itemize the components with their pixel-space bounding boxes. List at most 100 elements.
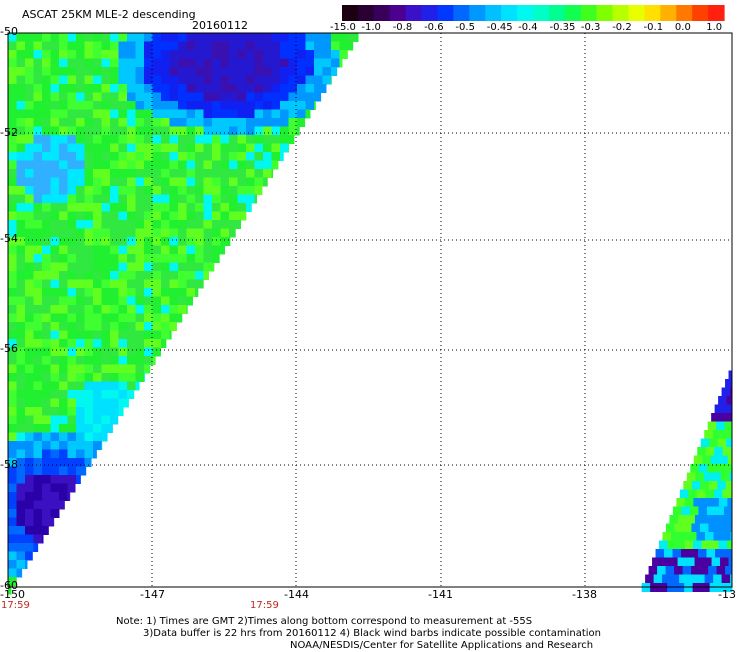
swath-cell: [135, 58, 145, 68]
swath-cell: [16, 356, 26, 365]
swath-cell: [152, 356, 156, 365]
swath-cell: [16, 126, 26, 136]
swath-cell: [33, 483, 43, 493]
swath-cell: [152, 67, 162, 76]
swath-cell: [33, 381, 43, 391]
swath-cell: [203, 75, 213, 85]
swath-cell: [50, 296, 60, 306]
swath-cell: [144, 271, 153, 280]
swath-cell: [254, 118, 264, 127]
swath-cell: [25, 424, 34, 433]
swath-cell: [25, 441, 34, 450]
swath-cell: [135, 347, 145, 357]
swath-cell: [25, 509, 34, 518]
swath-cell: [59, 67, 68, 76]
swath-cell: [33, 143, 43, 153]
grid-lines: [8, 33, 732, 587]
swath-cell: [84, 169, 94, 178]
swath-cell: [33, 424, 43, 433]
swath-cell: [25, 152, 34, 161]
swath-cell: [59, 143, 68, 153]
swath-cell: [229, 33, 238, 42]
swath-cell: [254, 126, 264, 136]
swath-cell: [246, 143, 255, 153]
swath-cell: [699, 523, 709, 533]
swath-cell: [110, 67, 119, 76]
swath-cell: [67, 415, 77, 425]
swath-cell: [33, 441, 43, 450]
swath-cell: [118, 118, 128, 127]
swath-cell: [144, 288, 153, 297]
swath-cell: [152, 237, 162, 246]
swath-cell: [178, 101, 187, 110]
swath-cell: [161, 322, 170, 331]
swath-cell: [84, 466, 87, 476]
swath-cell: [237, 33, 247, 42]
swath-cell: [690, 464, 700, 473]
swath-cell: [67, 381, 77, 391]
note-line-2: 3)Data buffer is 22 hrs from 20160112 4)…: [143, 628, 601, 639]
swath-cell: [110, 296, 119, 306]
swath-cell: [8, 526, 17, 535]
swath-cell: [127, 84, 136, 93]
swath-cell: [16, 330, 26, 340]
swath-right-data: [641, 370, 733, 592]
swath-cell: [67, 347, 77, 357]
swath-cell: [169, 186, 179, 195]
swath-cell: [220, 211, 230, 221]
swath-cell: [84, 237, 94, 246]
swath-cell: [25, 330, 34, 340]
swath-cell: [254, 41, 264, 51]
swath-cell: [84, 118, 94, 127]
swath-cell: [84, 305, 94, 314]
note-line-3: NOAA/NESDIS/Center for Satellite Applica…: [290, 640, 594, 651]
swath-cell: [42, 483, 51, 493]
swath-cell: [246, 50, 255, 59]
swath-cell: [178, 262, 187, 272]
swath-cell: [161, 152, 170, 161]
swath-cell: [297, 126, 300, 136]
swath-cell: [161, 262, 170, 272]
swath-cell: [25, 526, 34, 535]
swath-cell: [67, 466, 77, 476]
swath-cell: [169, 288, 179, 297]
swath-cell: [246, 101, 255, 110]
swath-cell: [144, 313, 153, 323]
swath-cell: [220, 101, 230, 110]
swath-cell: [144, 330, 153, 340]
swath-cell: [8, 330, 17, 340]
swath-cell: [67, 364, 77, 374]
swath-cell: [212, 50, 221, 59]
swath-cell: [59, 254, 68, 263]
swath-cell: [297, 58, 306, 68]
swath-cell: [50, 305, 60, 314]
swath-cell: [237, 160, 247, 170]
swath-cell: [229, 228, 236, 238]
swath-cell: [203, 245, 213, 255]
swath-cell: [331, 41, 340, 51]
swath-cell: [706, 549, 716, 558]
swath-cell: [144, 203, 153, 212]
swath-cell: [178, 152, 187, 161]
swath-cell: [715, 506, 725, 516]
swath-cell: [76, 339, 85, 348]
swath-cell: [118, 177, 128, 187]
swath-cell: [8, 194, 17, 204]
colorbar-segment: [580, 5, 598, 21]
swath-cell: [16, 322, 26, 331]
swath-cell: [8, 381, 17, 391]
swath-cell: [33, 271, 43, 280]
swath-cell: [118, 245, 128, 255]
swath-cell: [152, 279, 162, 289]
swath-cell: [127, 330, 136, 340]
swath-cell: [220, 143, 230, 153]
swath-cell: [246, 75, 255, 85]
swath-cell: [305, 75, 315, 85]
swath-cell: [16, 237, 26, 246]
swath-cell: [67, 390, 77, 399]
swath-cell: [254, 58, 264, 68]
swath-cell: [16, 500, 26, 510]
swath-cell: [135, 75, 145, 85]
swath-cell: [33, 509, 43, 518]
swath-cell: [127, 347, 136, 357]
